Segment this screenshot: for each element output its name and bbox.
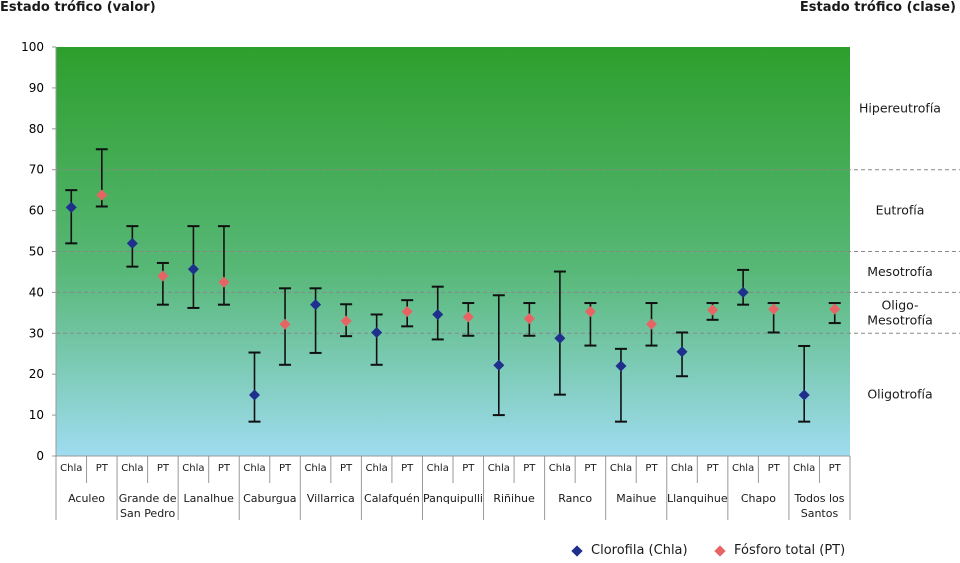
sub-label: Chla — [243, 463, 265, 474]
point-chla — [371, 326, 383, 338]
sub-label: Chla — [793, 463, 815, 474]
sub-label: Chla — [610, 463, 632, 474]
y-tick-label: 90 — [29, 81, 44, 95]
y-tick-label: 10 — [29, 408, 44, 422]
sub-label: PT — [768, 463, 781, 474]
point-pt — [707, 304, 719, 316]
sub-label: PT — [707, 463, 720, 474]
class-label: Oligotrofía — [867, 387, 932, 402]
sub-label: Chla — [427, 463, 449, 474]
class-label: Mesotrofía — [867, 312, 933, 327]
sub-label: Chla — [732, 463, 754, 474]
class-label: Mesotrofía — [867, 264, 933, 279]
category-label: San Pedro — [120, 507, 175, 520]
y-tick-label: 0 — [36, 449, 44, 463]
point-pt — [157, 270, 169, 282]
sub-label: PT — [218, 463, 231, 474]
sub-label: PT — [462, 463, 475, 474]
category-label: Riñihue — [493, 492, 535, 505]
sub-label: PT — [279, 463, 292, 474]
y-tick-label: 100 — [21, 40, 44, 54]
sub-label: Chla — [121, 463, 143, 474]
diamond-red-icon — [714, 544, 726, 557]
point-chla — [187, 263, 199, 275]
point-chla — [126, 237, 138, 249]
sub-label: PT — [523, 463, 536, 474]
sub-label: PT — [829, 463, 842, 474]
category-label: Llanquihue — [667, 492, 728, 505]
legend-chla-label: Clorofila (Chla) — [591, 543, 688, 558]
point-pt — [462, 311, 474, 323]
y-tick-label: 30 — [29, 326, 44, 340]
point-pt — [523, 313, 535, 325]
point-chla — [432, 308, 444, 320]
point-chla — [615, 360, 627, 372]
point-pt — [829, 303, 841, 315]
point-pt — [646, 318, 657, 330]
class-label: Hipereutrofía — [859, 100, 941, 115]
sub-label: Chla — [671, 463, 693, 474]
y-axis-title: Estado trófico (valor) — [0, 0, 156, 15]
point-chla — [737, 286, 749, 298]
category-label: Chapo — [741, 492, 776, 505]
category-label: Todos los — [793, 492, 844, 505]
category-label: Santos — [801, 507, 839, 520]
y-tick-label: 70 — [29, 163, 44, 177]
y-tick-label: 60 — [29, 204, 44, 218]
point-pt — [584, 306, 596, 318]
point-chla — [249, 389, 260, 401]
diamond-blue-icon — [571, 544, 583, 557]
point-chla — [798, 389, 810, 401]
point-pt — [340, 315, 352, 327]
point-chla — [65, 201, 77, 213]
sub-label: Chla — [182, 463, 204, 474]
category-label: Ranco — [558, 492, 592, 505]
y-tick-label: 40 — [29, 285, 44, 299]
y-tick-label: 80 — [29, 122, 44, 136]
point-chla — [493, 359, 505, 371]
y-tick-label: 50 — [29, 245, 44, 259]
category-label: Calafquén — [364, 492, 420, 505]
sub-label: Chla — [60, 463, 82, 474]
sub-label: PT — [401, 463, 414, 474]
point-chla — [310, 299, 322, 311]
point-pt — [218, 276, 230, 288]
legend-pt: Fósforo total (PT) — [714, 543, 846, 558]
y-tick-label: 20 — [29, 367, 44, 381]
category-label: Lanalhue — [184, 492, 235, 505]
point-pt — [96, 189, 108, 201]
sub-label: Chla — [366, 463, 388, 474]
sub-label: Chla — [549, 463, 571, 474]
sub-label: PT — [645, 463, 658, 474]
point-pt — [401, 306, 413, 318]
category-label: Aculeo — [68, 492, 105, 505]
sub-label: Chla — [488, 463, 510, 474]
legend-pt-label: Fósforo total (PT) — [734, 543, 846, 558]
category-label: Maihue — [616, 492, 656, 505]
legend-chla: Clorofila (Chla) — [571, 543, 688, 558]
point-chla — [554, 332, 566, 344]
sub-label: PT — [340, 463, 353, 474]
sub-label: PT — [96, 463, 109, 474]
class-label: Oligo- — [881, 297, 918, 312]
point-chla — [676, 346, 688, 358]
category-label: Villarrica — [307, 492, 355, 505]
category-label: Panquipulli — [423, 492, 483, 505]
class-axis-title: Estado trófico (clase) — [799, 0, 956, 15]
sub-label: Chla — [304, 463, 326, 474]
category-label: Grande de — [119, 492, 177, 505]
class-label: Eutrofía — [876, 203, 925, 218]
point-pt — [279, 318, 291, 330]
sub-label: PT — [584, 463, 597, 474]
category-label: Caburgua — [243, 492, 296, 505]
sub-label: PT — [157, 463, 170, 474]
point-pt — [768, 303, 780, 315]
